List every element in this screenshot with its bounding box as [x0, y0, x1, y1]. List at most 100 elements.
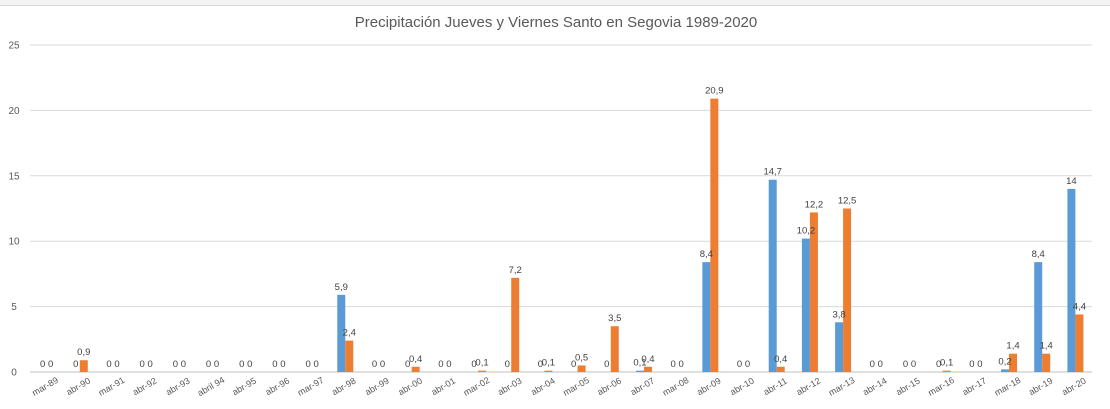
bar-series-2 [345, 340, 354, 372]
data-label: 0 [903, 359, 908, 370]
bar-series-1 [768, 179, 777, 372]
data-label: 0 [911, 359, 916, 370]
x-tick-label: abr-04 [529, 376, 557, 398]
data-label: 0 [73, 359, 78, 370]
data-label: 0 [878, 359, 883, 370]
data-labels: 0 0 00,90 0 0 0 0 0 0 0 0 0 0 0 0 05,92,40 0 00,4 0 0 00,1 07… [40, 86, 1086, 370]
bar-series-2 [411, 366, 420, 372]
x-tick-label: abr-07 [629, 376, 657, 398]
y-tick-label: 15 [8, 171, 20, 182]
x-tick-label: abr-20 [1060, 376, 1088, 398]
bar-series-2 [544, 370, 553, 372]
data-label: 0 [305, 359, 310, 370]
x-tick-label: abr-03 [496, 376, 524, 398]
x-tick-label: mar-05 [561, 375, 591, 398]
data-label: 0 [745, 359, 750, 370]
chart-title: Precipitación Jueves y Viernes Santo en … [355, 14, 758, 31]
x-tick-label: abr-90 [65, 376, 93, 398]
data-label: 0 [679, 359, 684, 370]
data-label: 0,1 [633, 358, 646, 369]
x-tick-label: mar-18 [993, 375, 1023, 398]
bar-series-2 [843, 208, 852, 372]
bar-series-1 [1034, 262, 1043, 372]
data-label: 3,8 [832, 309, 845, 320]
data-label: 0 [405, 359, 410, 370]
data-label: 0 [977, 359, 982, 370]
data-label: 4,4 [1073, 301, 1086, 312]
data-label: 0 [936, 359, 941, 370]
x-tick-label: abr-99 [363, 376, 391, 398]
data-label: 0 [571, 359, 576, 370]
data-label: 0 [438, 359, 443, 370]
bar-series-2 [942, 370, 951, 372]
x-tick-label: abr-00 [396, 376, 424, 398]
data-label: 0 [280, 359, 285, 370]
bars [79, 98, 1084, 373]
bar-series-2 [776, 366, 785, 372]
x-tick-label: mar-08 [661, 375, 691, 398]
x-tick-label: mar-16 [926, 375, 956, 398]
data-label: 14,7 [763, 167, 782, 178]
data-label: 2,4 [343, 328, 356, 339]
bar-series-1 [801, 238, 810, 372]
bar-series-1 [835, 322, 844, 372]
data-label: 1,4 [1040, 341, 1053, 352]
x-tick-label: mar-02 [462, 375, 492, 398]
data-label: 0 [505, 359, 510, 370]
x-tick-label: abr-14 [861, 376, 889, 398]
data-label: 5,9 [335, 282, 348, 293]
bar-series-1 [337, 294, 346, 372]
x-tick-label: abr-12 [795, 376, 823, 398]
data-label: 0 [737, 359, 742, 370]
data-label: 7,2 [509, 265, 522, 276]
data-label: 8,4 [700, 249, 713, 260]
bar-series-2 [710, 98, 719, 373]
x-axis: mar-89 abr-90 mar-91 abr-92 abr-93 abril 94 ab… [30, 375, 1087, 398]
x-tick-label: mar-89 [30, 375, 60, 398]
data-label: 0,9 [77, 347, 90, 358]
data-label: 0,4 [641, 354, 654, 365]
data-label: 8,4 [1032, 249, 1045, 260]
x-tick-label: abr-15 [894, 376, 922, 398]
y-tick-label: 25 [8, 41, 20, 52]
data-label: 0 [239, 359, 244, 370]
data-label: 0 [214, 359, 219, 370]
data-label: 0 [380, 359, 385, 370]
bar-series-2 [511, 277, 520, 372]
y-tick-label: 0 [11, 368, 17, 379]
data-label: 12,5 [838, 196, 857, 207]
data-label: 0 [40, 359, 45, 370]
data-label: 0 [272, 359, 277, 370]
bar-series-2 [809, 212, 818, 372]
data-label: 0 [969, 359, 974, 370]
x-tick-label: abr-96 [264, 376, 292, 398]
bar-series-2 [478, 370, 487, 372]
data-label: 0 [48, 359, 53, 370]
bar-series-2 [577, 365, 586, 372]
data-label: 0,1 [940, 358, 953, 369]
y-axis: 0 5 10 15 20 25 [8, 41, 20, 379]
bar-series-2 [1009, 353, 1018, 372]
data-label: 0 [140, 359, 145, 370]
data-label: 0 [181, 359, 186, 370]
x-tick-label: abr-93 [164, 376, 192, 398]
x-tick-label: abr-06 [596, 376, 624, 398]
bar-series-2 [643, 366, 652, 372]
data-label: 0 [114, 359, 119, 370]
data-label: 0 [671, 359, 676, 370]
spreadsheet-header-strip [0, 0, 1110, 6]
data-label: 0 [106, 359, 111, 370]
x-tick-label: abr-11 [762, 376, 789, 397]
x-tick-label: mar-13 [827, 375, 857, 398]
data-label: 10,2 [797, 226, 816, 237]
bar-series-1 [635, 370, 644, 372]
data-label: 0,1 [542, 358, 555, 369]
gridlines [30, 44, 1092, 373]
data-label: 0 [173, 359, 178, 370]
x-tick-label: abril 94 [196, 375, 227, 398]
data-label: 3,5 [608, 313, 621, 324]
bar-series-2 [79, 360, 88, 372]
data-label: 0 [313, 359, 318, 370]
bar-series-1 [1001, 369, 1010, 372]
